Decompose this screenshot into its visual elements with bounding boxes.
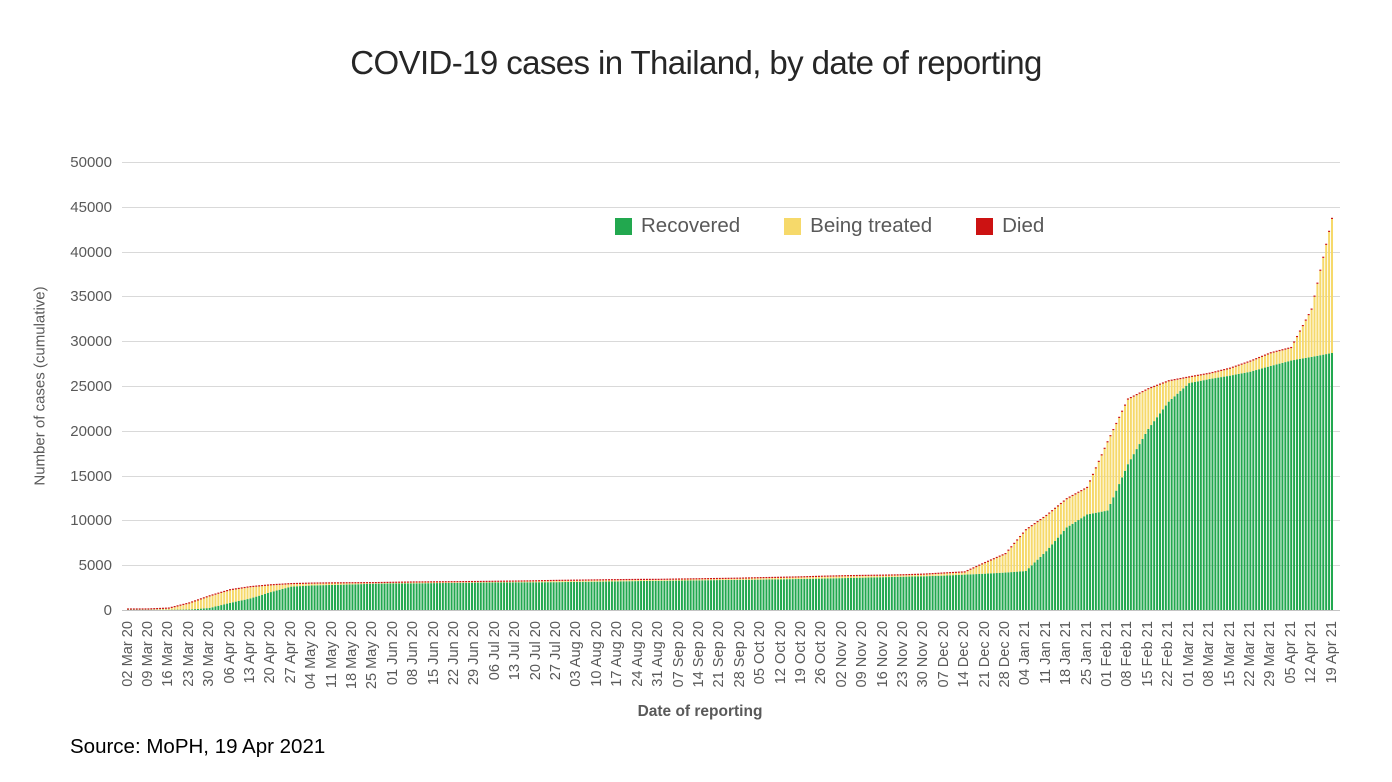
x-tick-label: 01 Jun 20	[384, 621, 401, 686]
x-tick-label: 05 Oct 20	[752, 621, 769, 685]
x-tick-label: 31 Aug 20	[650, 621, 667, 687]
x-tick-label: 08 Jun 20	[405, 621, 422, 686]
x-tick-label: 13 Jul 20	[507, 621, 524, 681]
x-tick-label: 20 Apr 20	[262, 621, 279, 684]
x-tick-label: 01 Feb 21	[1099, 621, 1115, 687]
x-tick-label: 22 Mar 21	[1241, 621, 1258, 687]
x-tick-label: 27 Jul 20	[548, 621, 564, 681]
x-tick-label: 01 Mar 21	[1180, 621, 1197, 687]
x-tick-label: 25 May 20	[364, 621, 381, 690]
x-tick-label: 19 Oct 20	[792, 621, 809, 685]
x-tick-label: 02 Mar 20	[119, 621, 136, 687]
x-tick-label: 18 May 20	[344, 621, 360, 690]
x-tick-label: 09 Nov 20	[854, 621, 871, 688]
x-tick-label: 08 Mar 21	[1201, 621, 1218, 687]
x-tick-label: 26 Oct 20	[813, 621, 830, 685]
x-tick-label: 27 Apr 20	[282, 621, 299, 684]
x-axis-title: Date of reporting	[637, 703, 763, 720]
x-tick-label: 15 Feb 21	[1139, 621, 1156, 687]
legend: Recovered Being treated Died	[615, 214, 1044, 238]
x-tick-label: 25 Jan 21	[1078, 621, 1095, 686]
x-tick-label: 05 Apr 21	[1282, 621, 1299, 684]
x-tick-label: 21 Dec 20	[976, 621, 993, 688]
x-tick-label: 08 Feb 21	[1119, 621, 1136, 687]
x-tick-label: 04 Jan 21	[1017, 621, 1034, 686]
y-tick-label: 45000	[70, 198, 112, 216]
y-tick-label: 50000	[70, 154, 112, 171]
y-tick-label: 35000	[70, 288, 112, 306]
x-tick-label: 04 May 20	[303, 621, 320, 690]
legend-swatch-icon	[976, 217, 994, 235]
legend-item-recovered: Recovered	[615, 214, 740, 238]
x-tick-label: 09 Mar 20	[139, 621, 156, 687]
y-tick-label: 15000	[70, 467, 112, 485]
y-tick-label: 30000	[70, 333, 112, 351]
x-tick-label: 11 Jan 21	[1037, 621, 1054, 685]
x-tick-label: 23 Nov 20	[895, 621, 911, 688]
legend-item-being-treated: Being treated	[784, 214, 932, 238]
x-tick-label: 21 Sep 20	[711, 621, 728, 688]
x-tick-label: 18 Jan 21	[1058, 621, 1075, 686]
x-tick-label: 07 Dec 20	[935, 621, 952, 688]
x-tick-label: 30 Nov 20	[915, 621, 932, 688]
x-tick-label: 02 Nov 20	[833, 621, 850, 688]
y-tick-label: 10000	[70, 512, 112, 530]
x-tick-label: 22 Feb 21	[1160, 621, 1177, 687]
x-tick-label: 17 Aug 20	[609, 621, 626, 687]
legend-label: Being treated	[810, 214, 933, 237]
chart-title: COVID-19 cases in Thailand, by date of r…	[350, 44, 1042, 81]
x-tick-label: 28 Dec 20	[997, 621, 1013, 688]
x-tick-label: 06 Apr 20	[221, 621, 238, 684]
legend-swatch-icon	[615, 217, 632, 235]
x-tick-label: 07 Sep 20	[670, 621, 687, 688]
x-tick-label: 30 Mar 20	[201, 621, 218, 687]
y-tick-label: 5000	[78, 557, 112, 575]
x-tick-label: 15 Mar 21	[1221, 621, 1238, 687]
source-note: Source: MoPH, 19 Apr 2021	[70, 735, 326, 758]
x-tick-label: 24 Aug 20	[629, 621, 646, 687]
x-tick-label: 12 Oct 20	[772, 621, 789, 685]
x-tick-label: 14 Dec 20	[956, 621, 973, 688]
y-tick-label: 25000	[70, 378, 112, 395]
x-tick-label: 20 Jul 20	[527, 621, 544, 681]
x-tick-label: 14 Sep 20	[690, 621, 707, 688]
x-tick-label: 11 May 20	[323, 621, 340, 689]
x-tick-label: 13 Apr 20	[241, 621, 258, 684]
legend-swatch-icon	[784, 217, 802, 235]
x-tick-label: 29 Mar 21	[1262, 621, 1279, 687]
x-tick-label: 16 Mar 20	[160, 621, 177, 687]
legend-item-died: Died	[976, 214, 1044, 238]
y-tick-label: 40000	[70, 243, 112, 261]
x-tick-label: 12 Apr 21	[1303, 621, 1320, 684]
y-tick-label: 0	[103, 602, 112, 619]
x-tick-label: 22 Jun 20	[446, 621, 462, 686]
x-tick-label: 10 Aug 20	[588, 621, 605, 687]
x-tick-label: 28 Sep 20	[731, 621, 748, 688]
x-tick-label: 19 Apr 21	[1323, 621, 1340, 684]
x-tick-label: 15 Jun 20	[425, 621, 442, 686]
x-tick-label: 29 Jun 20	[466, 621, 483, 686]
x-tick-label: 23 Mar 20	[180, 621, 197, 687]
legend-label: Recovered	[641, 214, 741, 237]
x-tick-label: 06 Jul 20	[486, 621, 503, 681]
legend-label: Died	[1002, 214, 1045, 237]
plot-area	[122, 162, 1340, 611]
x-tick-label: 16 Nov 20	[874, 621, 891, 688]
x-tick-label: 03 Aug 20	[568, 621, 585, 687]
y-tick-label: 20000	[70, 422, 112, 440]
